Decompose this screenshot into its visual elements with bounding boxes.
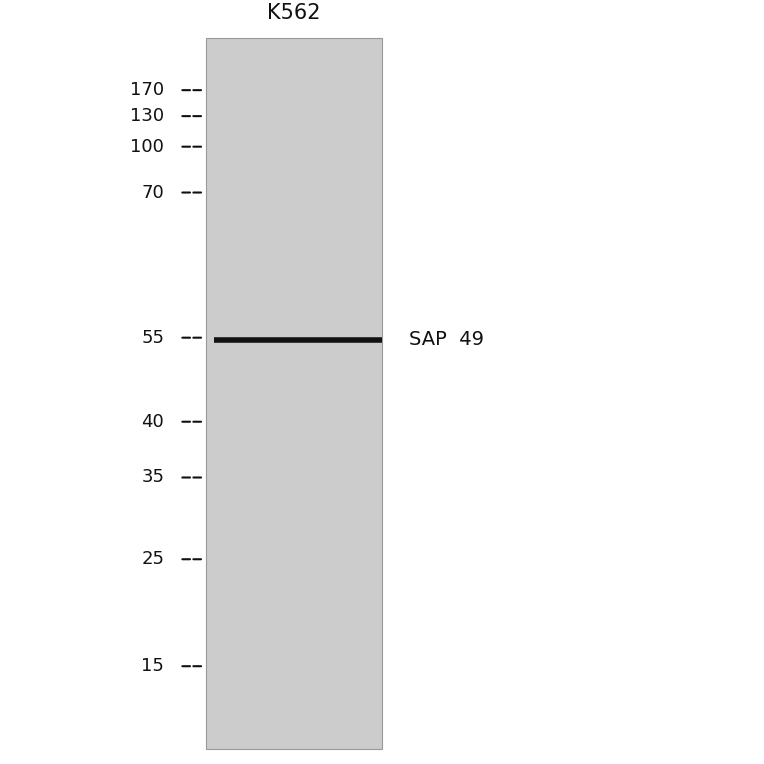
Bar <box>206 38 382 749</box>
Text: 40: 40 <box>141 413 164 431</box>
Text: 15: 15 <box>141 657 164 675</box>
Text: 25: 25 <box>141 550 164 568</box>
Text: K562: K562 <box>267 3 321 23</box>
Text: 70: 70 <box>141 183 164 202</box>
Text: 55: 55 <box>141 329 164 347</box>
Text: SAP  49: SAP 49 <box>409 331 484 349</box>
Text: 35: 35 <box>141 468 164 487</box>
Text: 130: 130 <box>130 107 164 125</box>
Text: 100: 100 <box>131 138 164 156</box>
Text: 170: 170 <box>130 81 164 99</box>
